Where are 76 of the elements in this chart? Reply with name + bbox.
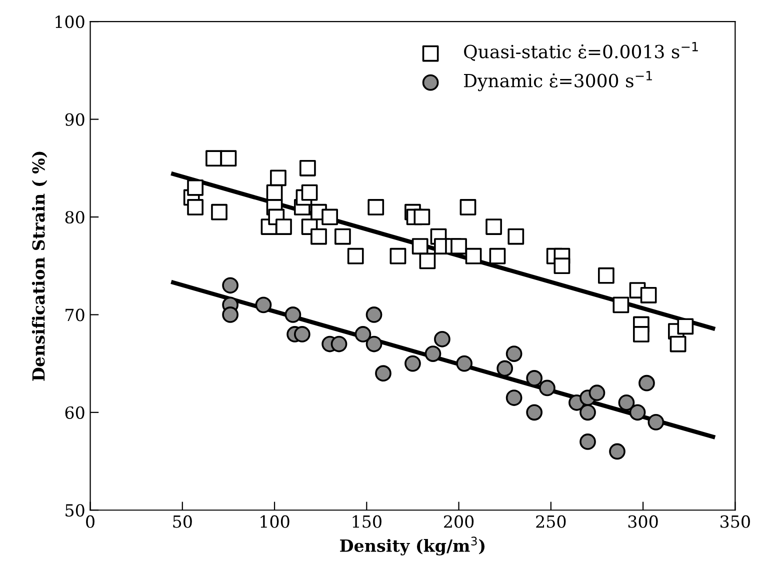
point xyxy=(508,228,524,245)
point xyxy=(486,218,502,235)
x-tick-label: 150 xyxy=(352,515,382,528)
point xyxy=(633,326,650,342)
point xyxy=(270,170,286,186)
point xyxy=(539,380,556,396)
x-tick-label: 100 xyxy=(260,515,290,528)
point xyxy=(465,248,482,264)
point xyxy=(450,238,467,254)
point xyxy=(618,394,635,411)
point xyxy=(460,199,476,216)
y-tick-label: 90 xyxy=(65,113,84,126)
point xyxy=(414,208,430,226)
point xyxy=(588,384,606,402)
point xyxy=(456,355,472,372)
point xyxy=(301,184,318,201)
point xyxy=(368,199,384,216)
legend-label: Quasi-static ε̇=0.0013 s$^{−1}$ xyxy=(464,42,698,62)
point xyxy=(489,248,506,264)
point xyxy=(609,443,626,460)
point xyxy=(310,228,327,245)
point xyxy=(366,306,382,323)
y-tick-label: 50 xyxy=(66,504,84,517)
point xyxy=(526,404,543,421)
point xyxy=(434,330,450,348)
x-tick-label: 200 xyxy=(444,515,474,528)
x-tick-label: 0 xyxy=(86,515,94,528)
point xyxy=(638,374,655,392)
point xyxy=(640,286,657,304)
point xyxy=(554,258,570,274)
point xyxy=(677,318,694,335)
point xyxy=(187,199,204,216)
x-tick-label: 250 xyxy=(536,515,566,528)
point xyxy=(648,414,664,430)
point xyxy=(354,326,372,342)
point xyxy=(506,390,522,406)
point xyxy=(187,179,204,196)
point xyxy=(506,346,522,362)
point xyxy=(496,360,514,377)
legend-label: Dynamic ε̇=3000 s$^{−1}$ xyxy=(464,71,652,92)
point xyxy=(294,326,310,342)
y-tick-label: 70 xyxy=(66,308,84,322)
point xyxy=(390,248,406,264)
point xyxy=(220,150,237,167)
point xyxy=(211,204,228,220)
point xyxy=(366,336,382,352)
point xyxy=(580,404,596,421)
point xyxy=(670,336,686,352)
point xyxy=(419,252,436,270)
x-tick-label: 300 xyxy=(628,515,658,528)
y-axis-title: Densification Strain ( %) xyxy=(32,152,48,381)
point xyxy=(424,346,442,362)
y-tick-label: 100 xyxy=(56,16,84,28)
point xyxy=(276,218,292,235)
point xyxy=(330,336,348,352)
point xyxy=(300,160,316,176)
point xyxy=(404,355,421,372)
point xyxy=(255,296,272,314)
x-tick-label: 350 xyxy=(720,515,750,528)
point xyxy=(526,370,543,386)
point xyxy=(412,238,428,254)
point xyxy=(322,208,338,226)
point xyxy=(598,267,614,284)
point xyxy=(334,228,351,245)
x-tick-label: 50 xyxy=(173,515,192,528)
x-axis-title: Density (kg/m$^{3}$) xyxy=(340,536,485,556)
point xyxy=(580,434,596,450)
point xyxy=(629,404,646,421)
point xyxy=(347,248,364,264)
point xyxy=(612,296,630,314)
y-tick-label: 80 xyxy=(65,210,84,224)
y-tick-label: 60 xyxy=(65,406,84,419)
point xyxy=(284,306,302,323)
point xyxy=(375,365,392,382)
point xyxy=(222,277,238,294)
point xyxy=(222,306,238,323)
